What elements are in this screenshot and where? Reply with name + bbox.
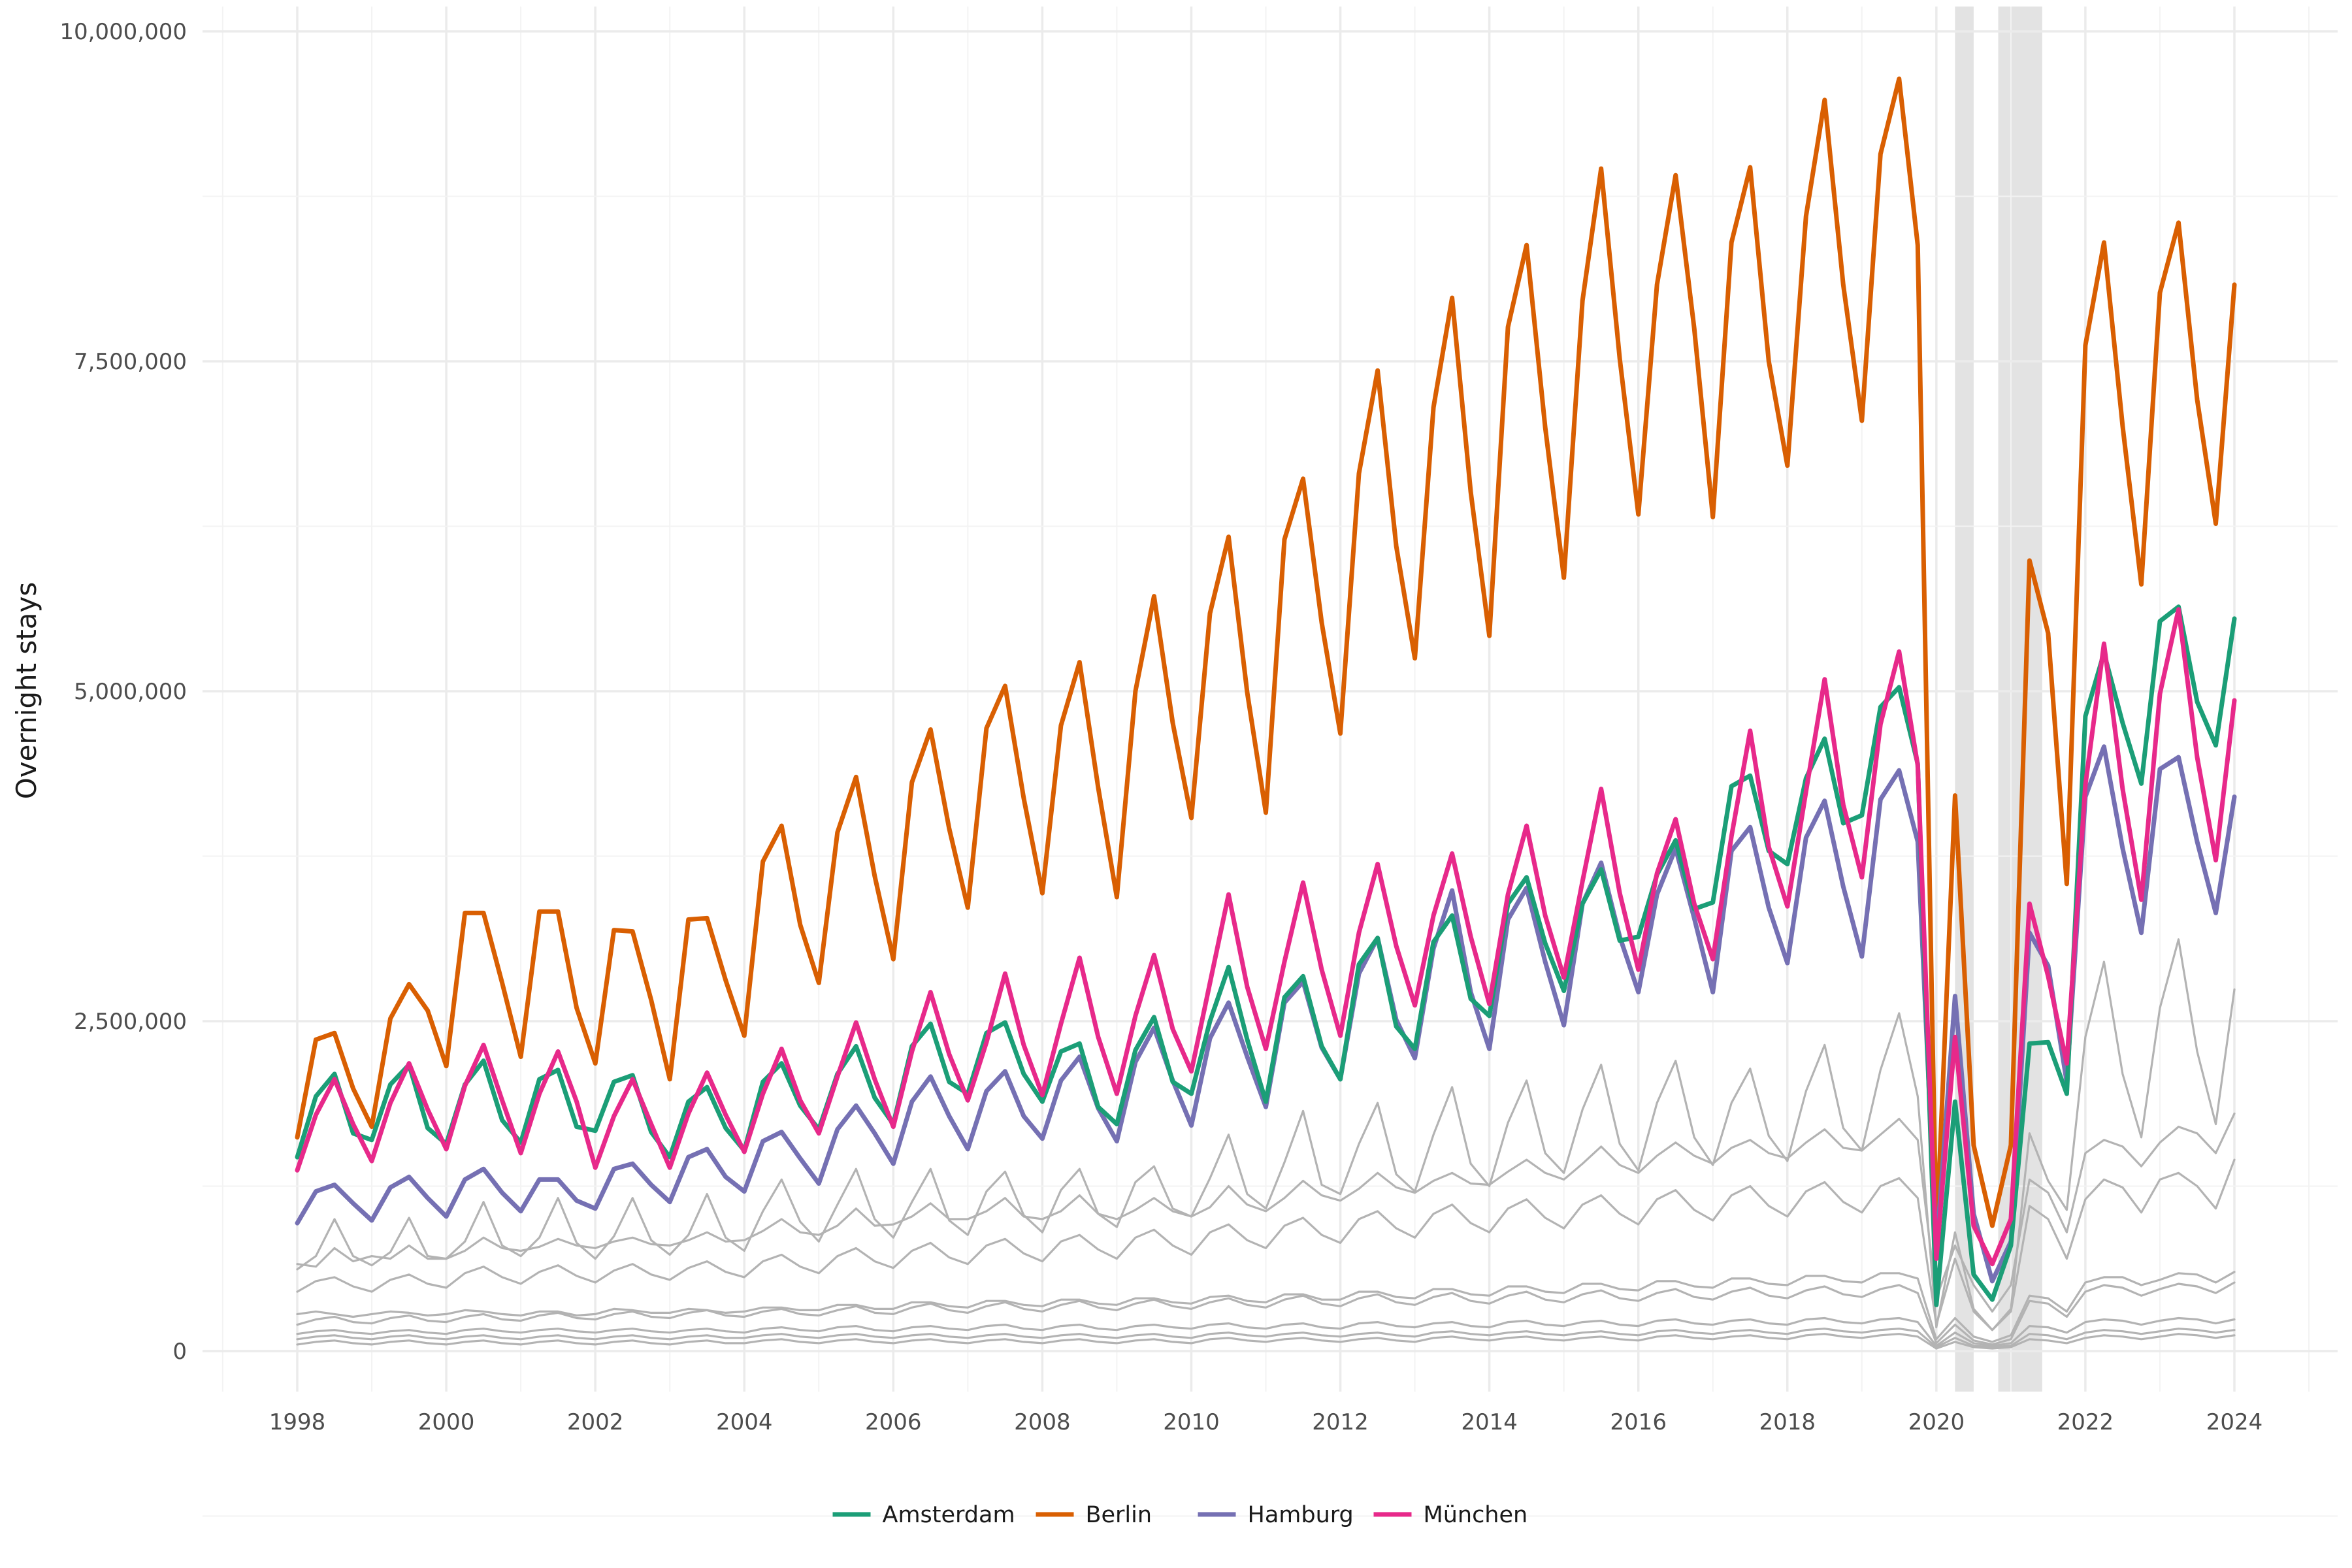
legend-item-münchen: München: [1373, 1502, 1528, 1528]
x-tick-label: 2016: [1610, 1409, 1667, 1435]
y-axis-tick-labels: 0 2,500,000 5,000,000 7,500,000 10,000,000: [59, 19, 187, 1365]
grid-lines: [203, 7, 2338, 1517]
x-tick-label: 1998: [269, 1409, 326, 1435]
legend-label-berlin: Berlin: [1086, 1502, 1152, 1528]
series-line-other-8: [296, 1333, 2236, 1350]
other-cities-series: [296, 938, 2236, 1350]
series-line-other-6: [296, 1316, 2236, 1347]
y-tick-label: 5,000,000: [74, 679, 187, 705]
legend: Amsterdam Berlin Hamburg München: [832, 1502, 1528, 1528]
x-tick-label: 2010: [1163, 1409, 1220, 1435]
legend-item-amsterdam: Amsterdam: [832, 1502, 1015, 1528]
x-tick-label: 2014: [1461, 1409, 1518, 1435]
series-line-berlin: [295, 76, 2237, 1241]
series-line-other-3: [296, 1158, 2236, 1331]
x-tick-label: 2008: [1014, 1409, 1071, 1435]
series-line-other-1: [296, 938, 2236, 1331]
legend-label-münchen: München: [1424, 1502, 1528, 1528]
legend-label-amsterdam: Amsterdam: [883, 1502, 1015, 1528]
x-tick-label: 2018: [1759, 1409, 1816, 1435]
x-tick-label: 2006: [865, 1409, 922, 1435]
legend-item-hamburg: Hamburg: [1198, 1502, 1354, 1528]
x-tick-label: 2024: [2206, 1409, 2263, 1435]
x-tick-label: 2002: [567, 1409, 624, 1435]
y-tick-label: 7,500,000: [74, 349, 187, 375]
y-tick-label: 10,000,000: [59, 19, 187, 45]
y-tick-label: 2,500,000: [74, 1009, 187, 1035]
y-tick-label: 0: [172, 1339, 187, 1365]
series-line-other-5: [296, 1281, 2236, 1346]
x-tick-label: 2012: [1312, 1409, 1369, 1435]
x-tick-label: 2020: [1908, 1409, 1965, 1435]
x-tick-label: 2022: [2057, 1409, 2114, 1435]
legend-item-berlin: Berlin: [1036, 1502, 1152, 1528]
y-axis-title: Overnight stays: [10, 582, 42, 800]
series-line-münchen: [295, 607, 2237, 1267]
series-line-other-4: [296, 1271, 2236, 1343]
legend-label-hamburg: Hamburg: [1248, 1502, 1354, 1528]
series-line-other-7: [296, 1328, 2236, 1348]
series-line-other-2: [296, 1112, 2236, 1313]
x-tick-label: 2004: [716, 1409, 773, 1435]
x-tick-label: 2000: [418, 1409, 475, 1435]
series-line-hamburg: [295, 744, 2237, 1284]
highlighted-cities-series: [295, 76, 2237, 1307]
x-axis-tick-labels: 1998 2000 2002 2004 2006 2008 2010 2012 2014 2016…: [269, 1409, 2263, 1435]
